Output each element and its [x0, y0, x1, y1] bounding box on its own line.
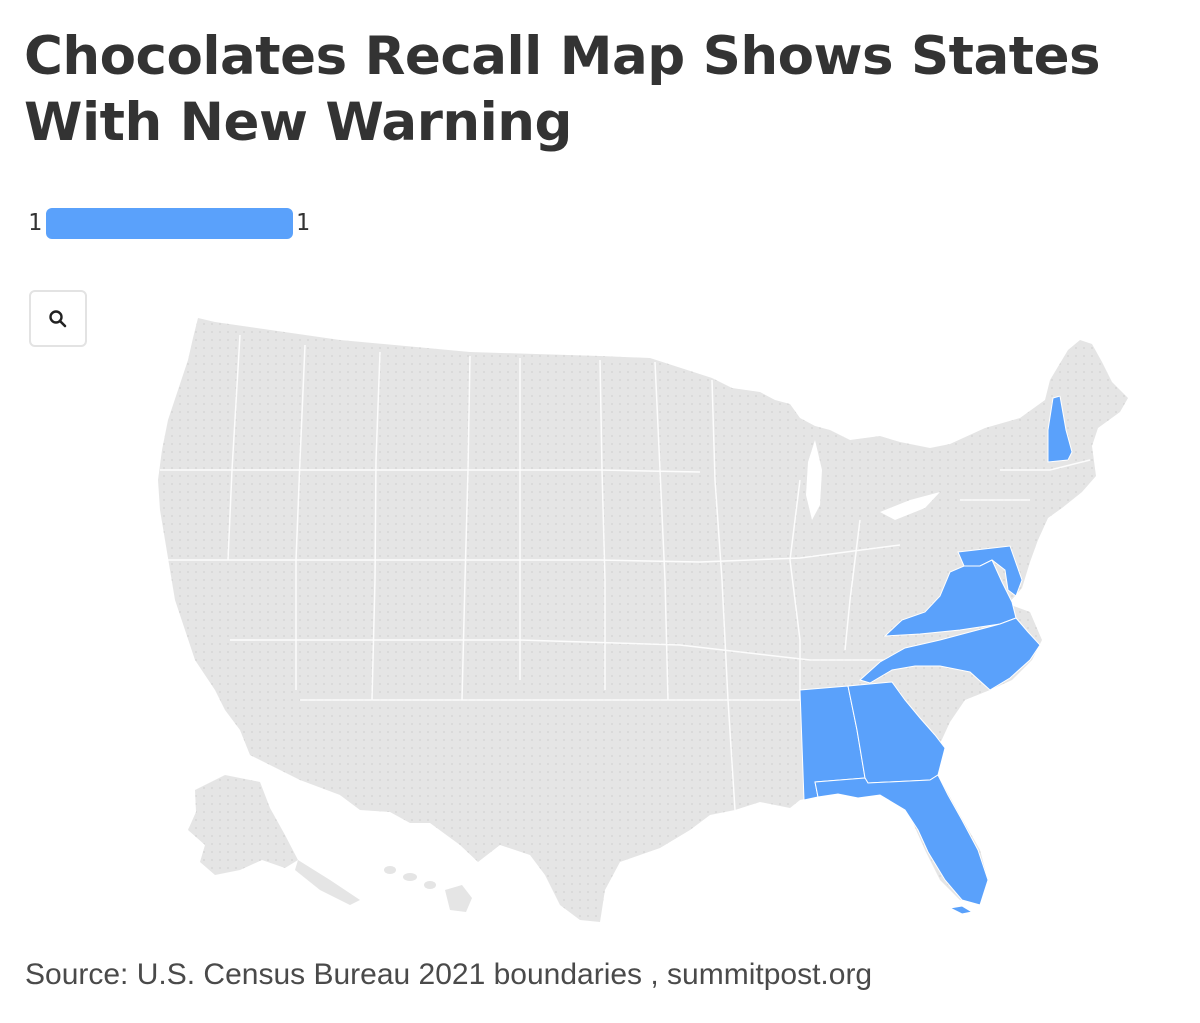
state-virginia: [883, 559, 1017, 637]
florida-keys: [948, 905, 974, 915]
legend-max-label: 1: [295, 210, 310, 236]
zoom-button[interactable]: [29, 290, 87, 347]
state-florida: [814, 774, 989, 906]
state-new-hampshire: [1047, 395, 1073, 463]
search-icon: [49, 309, 67, 327]
legend-min-label: 1: [28, 210, 42, 236]
great-lakes-gap: [806, 440, 822, 520]
legend: 1 1: [28, 205, 310, 241]
alaska: [188, 775, 360, 905]
lake-erie-gap: [880, 492, 940, 520]
state-georgia: [847, 681, 946, 784]
hawaii: [384, 866, 472, 912]
legend-color-bar: [45, 207, 293, 239]
source-note: Source: U.S. Census Bureau 2021 boundari…: [25, 958, 873, 991]
page-title: Chocolates Recall Map Shows States With …: [24, 26, 1101, 153]
state-north-carolina: [859, 617, 1041, 691]
state-borders: [160, 334, 1091, 811]
highlighted-states: [799, 395, 1073, 915]
